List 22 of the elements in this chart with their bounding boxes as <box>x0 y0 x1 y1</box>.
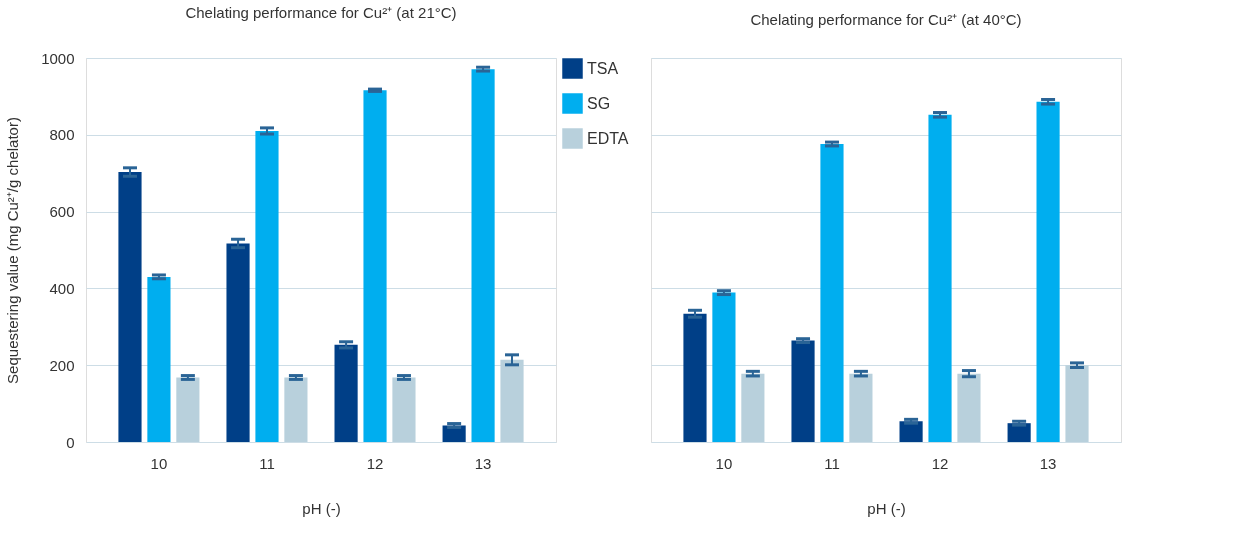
chart-title: Chelating performance for Cu²⁺ (at 21°C) <box>185 4 457 21</box>
legend-label: TSA <box>587 59 619 77</box>
legend-label: SG <box>587 94 611 112</box>
legend-label: EDTA <box>587 129 629 147</box>
chart-title: Chelating performance for Cu²⁺ (at 40°C) <box>750 11 1022 28</box>
x-tick-label: 11 <box>824 454 840 472</box>
x-tick-label: 10 <box>715 454 733 472</box>
y-tick-label: 1000 <box>41 49 75 67</box>
x-tick-label: 13 <box>1039 454 1057 472</box>
y-tick-label: 400 <box>49 279 75 297</box>
x-tick-label: 13 <box>474 454 492 472</box>
x-tick-label: 10 <box>150 454 168 472</box>
x-tick-label: 12 <box>366 454 384 472</box>
y-tick-label: 800 <box>49 126 75 144</box>
x-tick-label: 11 <box>259 454 275 472</box>
x-axis-title: pH (-) <box>867 499 906 517</box>
x-tick-label: 12 <box>931 454 949 472</box>
x-axis-title: pH (-) <box>302 499 341 517</box>
y-axis-title: Sequestering value (mg Cu²⁺/g chelator) <box>4 117 22 384</box>
y-tick-label: 200 <box>49 356 75 374</box>
y-tick-label: 0 <box>66 433 75 451</box>
y-tick-label: 600 <box>49 203 75 221</box>
